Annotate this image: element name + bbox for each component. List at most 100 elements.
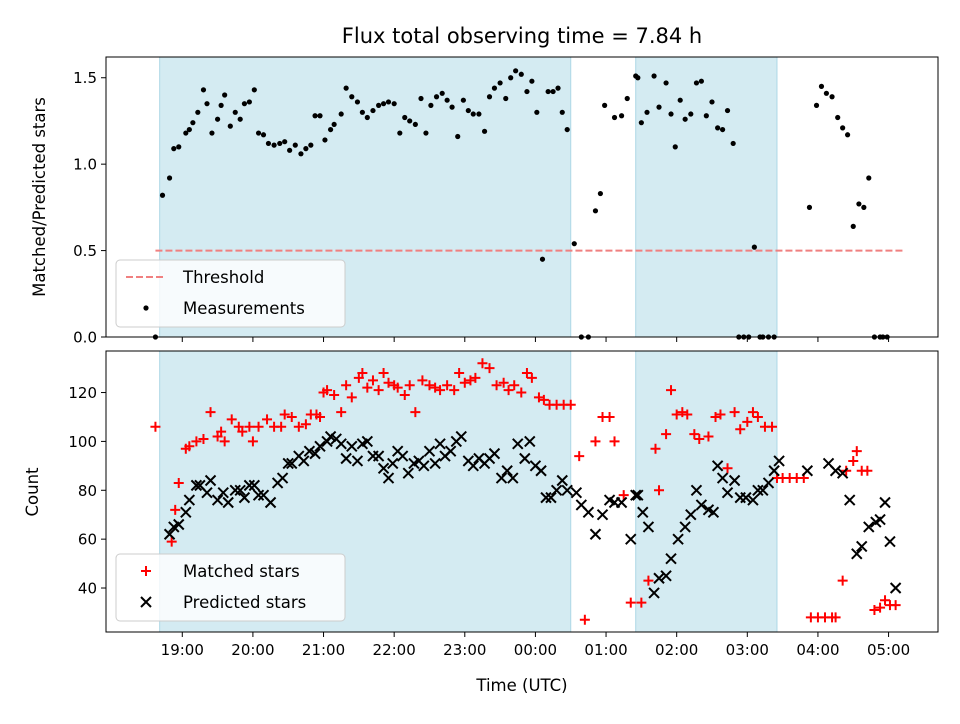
predicted-star-point [637, 506, 649, 518]
matched-star-point [459, 377, 470, 388]
measurement-point [835, 114, 841, 121]
predicted-star-point [879, 496, 891, 509]
predicted-star-point [382, 472, 395, 484]
measurement-point [682, 116, 688, 122]
predicted-star-point [589, 528, 602, 540]
measurement-point [529, 78, 535, 84]
predicted-star-point [728, 474, 741, 487]
measurement-point [709, 99, 715, 105]
measurement-point [741, 334, 747, 340]
matched-star-point [516, 387, 527, 398]
measurement-point [508, 75, 514, 81]
matched-star-point [862, 465, 873, 476]
matched-star-point [767, 421, 778, 432]
x-tick-label: 04:00 [796, 641, 839, 659]
predicted-star-point [229, 484, 241, 496]
measurement-point [214, 116, 221, 122]
matched-star-point [565, 399, 576, 410]
measurement-point [497, 80, 503, 86]
matched-star-point [341, 380, 352, 391]
matched-star-point [362, 382, 373, 393]
measurement-point [260, 132, 267, 138]
bottom-y-axis-label: Count [23, 467, 42, 517]
matched-star-point [166, 536, 177, 547]
matched-star-point [636, 597, 647, 608]
matched-star-point [449, 385, 460, 396]
measurement-point [176, 144, 182, 150]
matched-star-point [694, 433, 705, 444]
predicted-star-point [434, 438, 446, 450]
predicted-star-point [632, 489, 644, 501]
predicted-star-point [418, 460, 430, 472]
measurement-point [539, 256, 546, 262]
predicted-star-point [204, 474, 217, 487]
matched-star-point [477, 358, 488, 369]
x-tick-label: 19:00 [161, 641, 204, 659]
measurement-point [423, 130, 429, 136]
predicted-star-point [190, 479, 203, 492]
x-tick-label: 21:00 [302, 641, 345, 659]
matched-star-point [417, 375, 428, 386]
predicted-star-point [361, 435, 374, 448]
x-tick-label: 03:00 [726, 641, 769, 659]
matched-star-point [173, 477, 184, 488]
matched-star-point [538, 394, 549, 405]
predicted-star-point [248, 479, 261, 492]
measurement-point [282, 139, 288, 145]
matched-star-point [869, 605, 880, 616]
matched-star-point [498, 377, 509, 388]
matched-star-point [346, 392, 357, 403]
matched-star-point [286, 411, 297, 422]
legends: Threshold Measurements Matched stars Predic… [115, 259, 346, 622]
matched-star-point [276, 421, 287, 432]
matched-star-point [383, 377, 394, 388]
measurement-point [227, 123, 233, 129]
measurement-point [412, 121, 418, 128]
matched-star-point [574, 451, 585, 462]
predicted-star-point [801, 465, 814, 477]
top-y-tick-label: 0.5 [73, 242, 97, 260]
matched-star-point [216, 426, 227, 437]
measurement-point [491, 85, 498, 91]
top-shaded-band-1 [635, 56, 778, 338]
measurement-point [518, 71, 524, 77]
matched-star-point [170, 504, 181, 515]
measurement-point [298, 151, 304, 157]
predicted-star-point [653, 572, 665, 584]
matched-star-point [184, 441, 195, 452]
top-y-axis-label: Matched/Predicted stars [30, 97, 49, 297]
matched-star-point [609, 436, 620, 447]
matched-star-point [253, 421, 264, 432]
predicted-star-point [863, 521, 875, 533]
measurement-point [624, 95, 630, 102]
measurement-point [663, 80, 669, 86]
measurement-point [524, 88, 530, 95]
predicted-star-point [550, 484, 563, 496]
measurement-point [439, 90, 445, 96]
matched-star-point [392, 382, 403, 393]
measurement-point [715, 125, 721, 131]
measurement-point [255, 130, 262, 136]
predicted-star-point [234, 484, 246, 496]
matched-star-point [752, 411, 763, 422]
matched-star-point [722, 463, 733, 474]
measurement-point [856, 201, 862, 207]
matched-star-point [279, 409, 290, 420]
measurement-point [380, 101, 387, 107]
measurement-point [592, 208, 599, 214]
measurement-point [265, 140, 272, 147]
predicted-star-point [561, 484, 573, 496]
measurement-point [370, 107, 376, 114]
measurement-point [602, 102, 608, 108]
matched-star-point [837, 575, 848, 586]
matched-star-point [191, 436, 202, 447]
measurement-point [407, 118, 413, 124]
predicted-star-point [582, 506, 595, 518]
matched-star-point [666, 385, 677, 396]
measurement-point [354, 99, 361, 105]
matched-star-point [521, 367, 532, 378]
measurement-point [241, 101, 248, 107]
measurement-point [287, 147, 293, 153]
predicted-star-point [444, 445, 457, 457]
predicted-star-point [455, 430, 467, 443]
